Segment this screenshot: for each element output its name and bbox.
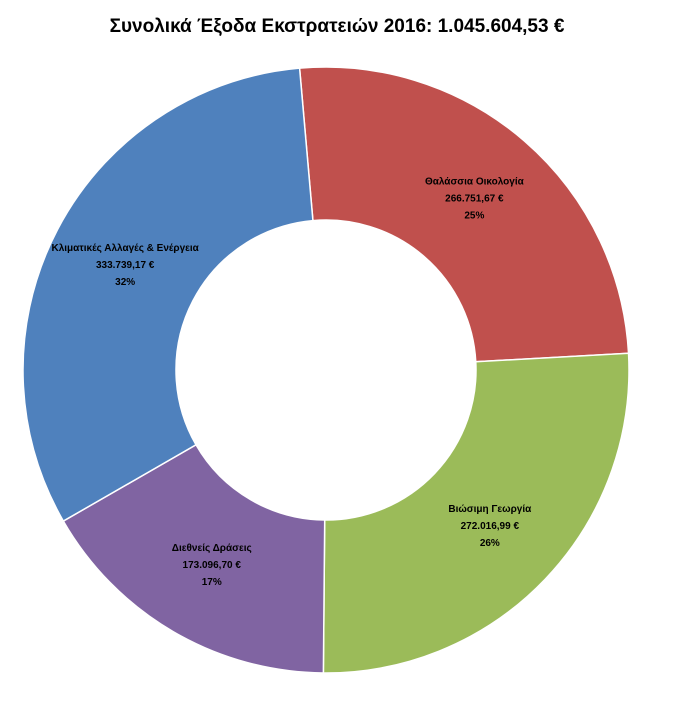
donut-slice <box>298 66 630 363</box>
slice-percent-label: 25% <box>464 210 484 221</box>
donut-slice <box>322 352 630 674</box>
donut-slice <box>22 67 314 523</box>
slice-percent-label: 17% <box>202 577 222 588</box>
slice-label: Βιώσιμη Γεωργία <box>448 504 532 515</box>
slice-label: Κλιματικές Αλλαγές & Ενέργεια <box>51 243 199 254</box>
slice-value-label: 333.739,17 € <box>96 260 155 271</box>
chart-title: Συνολικά Έξοδα Εκστρατειών 2016: 1.045.6… <box>110 16 565 37</box>
slice-value-label: 272.016,99 € <box>461 521 520 532</box>
slice-label: Θαλάσσια Οικολογία <box>425 176 525 187</box>
slice-percent-label: 26% <box>480 538 500 549</box>
slice-value-label: 173.096,70 € <box>183 560 242 571</box>
slice-value-label: 266.751,67 € <box>445 193 504 204</box>
slice-label: Διεθνείς Δράσεις <box>172 543 252 554</box>
slice-percent-label: 32% <box>115 277 135 288</box>
donut-slice <box>62 443 326 674</box>
